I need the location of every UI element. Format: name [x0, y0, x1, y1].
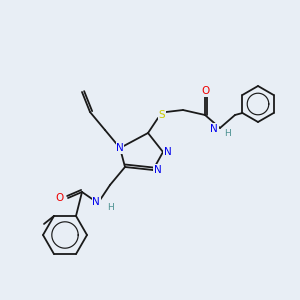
- Text: S: S: [159, 110, 165, 120]
- Text: H: H: [224, 128, 231, 137]
- Text: N: N: [210, 124, 218, 134]
- Text: N: N: [116, 143, 124, 153]
- Text: O: O: [201, 86, 209, 96]
- Text: O: O: [56, 193, 64, 203]
- Text: N: N: [154, 165, 162, 175]
- Text: N: N: [164, 147, 172, 157]
- Text: H: H: [107, 203, 114, 212]
- Text: N: N: [92, 197, 100, 207]
